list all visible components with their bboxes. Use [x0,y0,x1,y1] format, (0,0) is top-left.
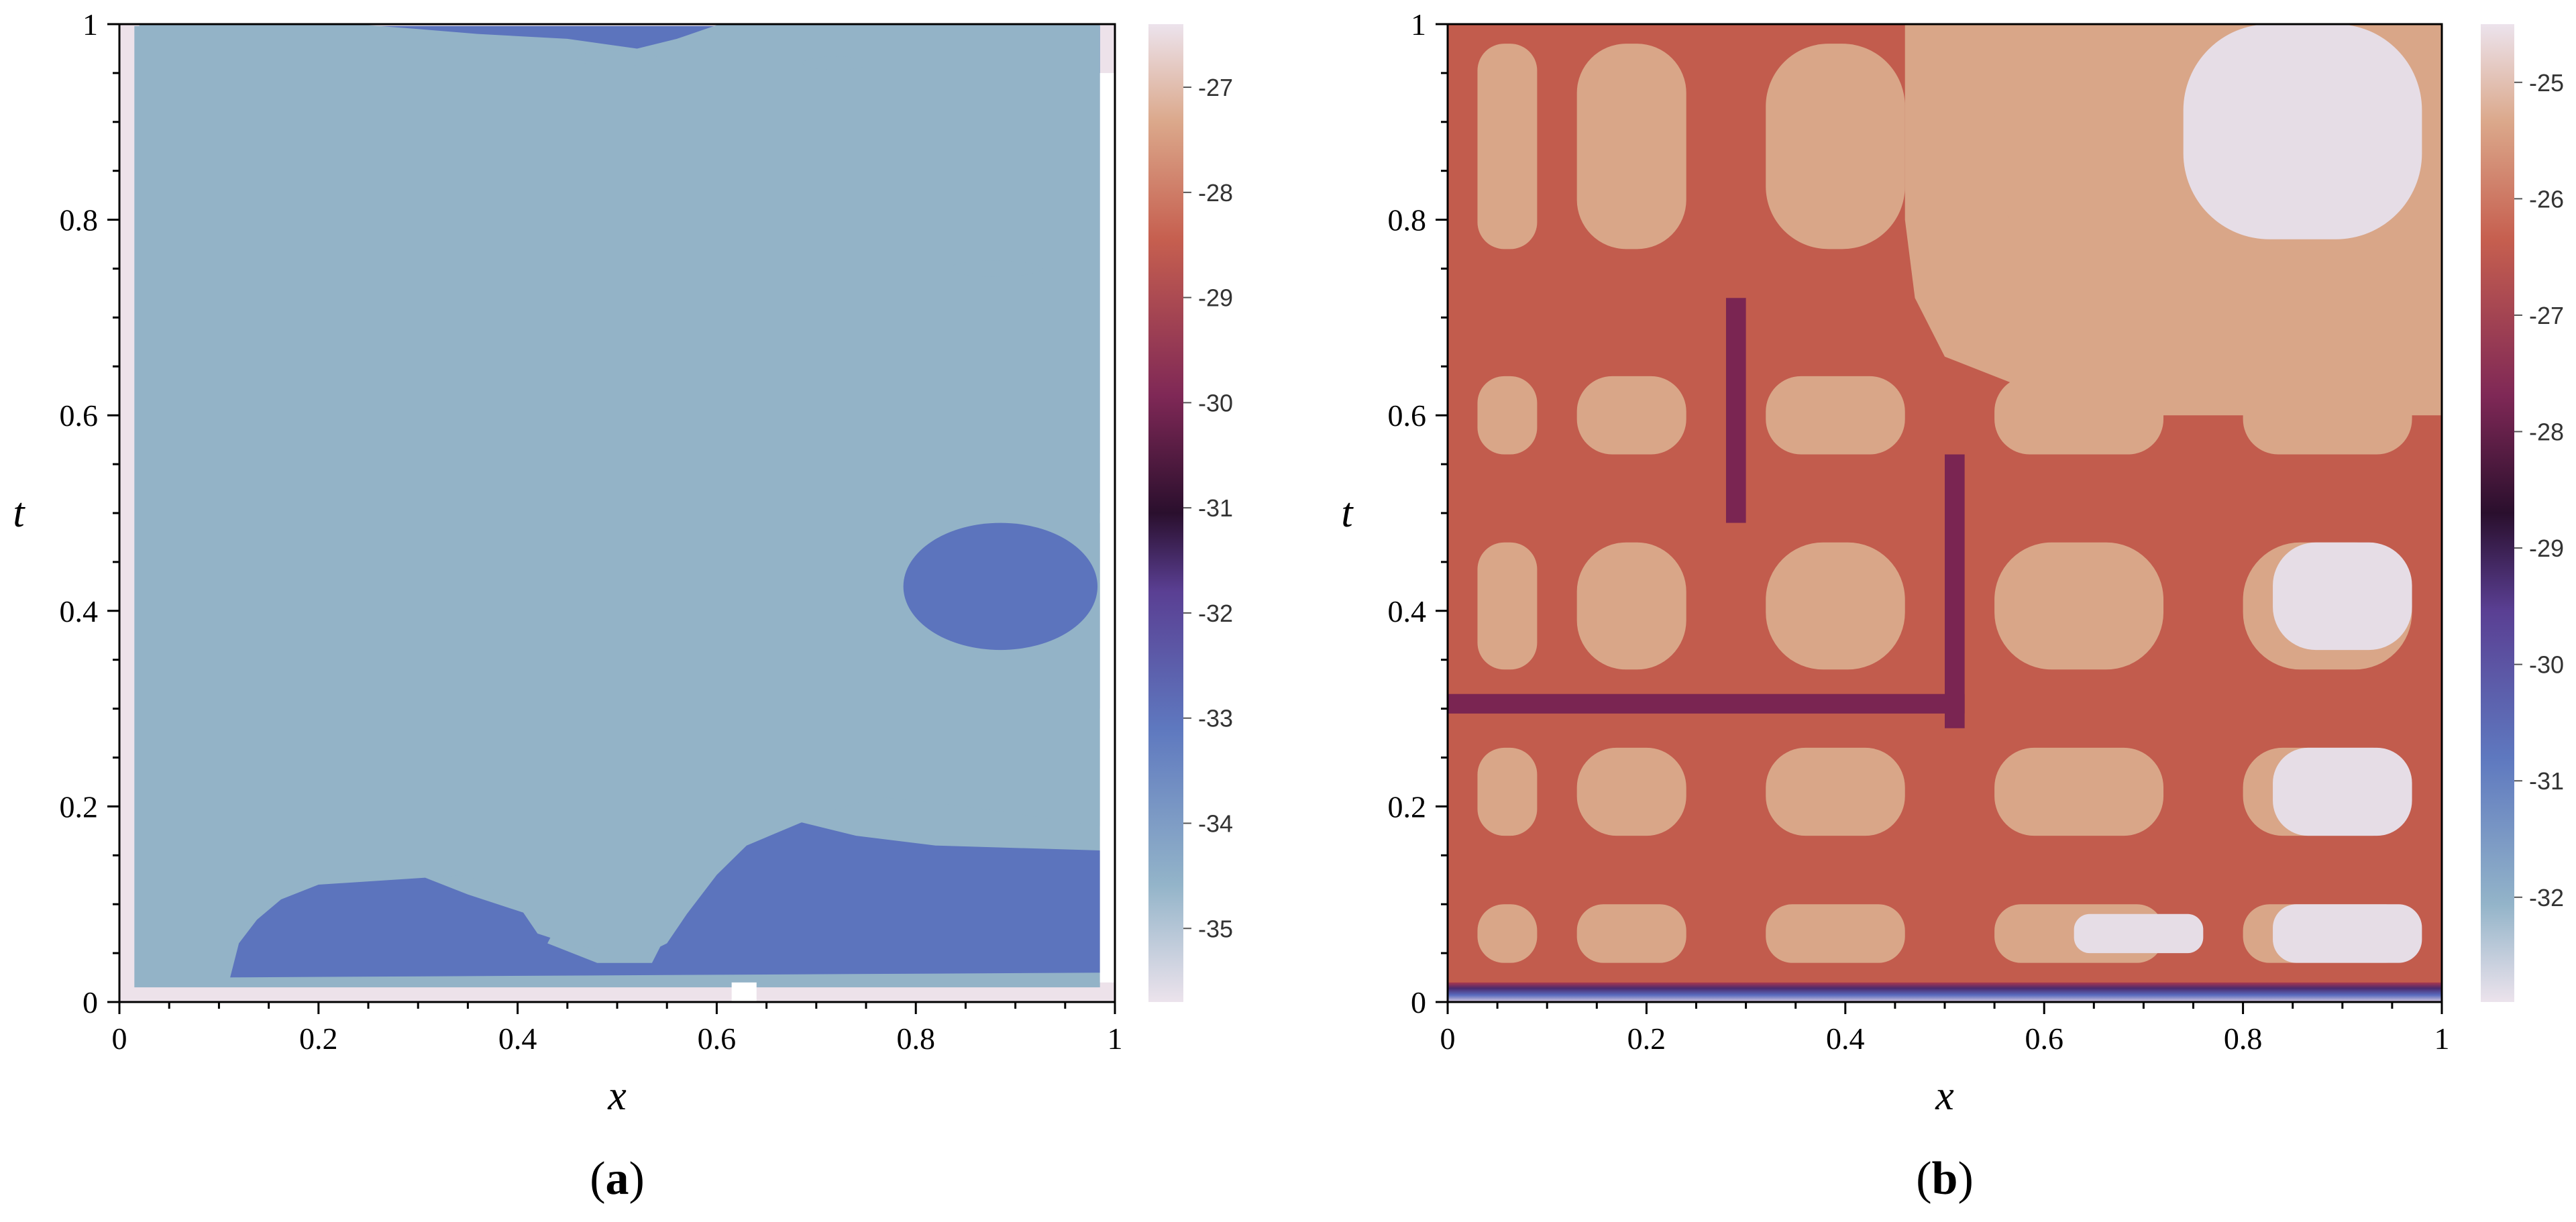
y-axis-label-b: t [1341,490,1354,536]
x-axis-label-a: x [607,1073,627,1119]
colorbar-b [2481,24,2514,1002]
contour-cell [1994,542,2164,670]
panel-letter: b [1932,1153,1958,1205]
contour-cell [1766,542,1905,670]
contour-gap [731,982,757,1002]
axis-ticks-a: 0 0.2 0.4 0.6 0.8 1 0 0.2 0.4 0.6 0.8 1 [60,7,1123,1056]
panel-caption-a: (a) [590,1153,645,1205]
contour-cell [1576,44,1686,249]
contour-plot-b [1448,24,2442,1002]
contour-cell [1766,904,1905,963]
contour-gap [1099,72,1115,983]
colorbar-tick-label: -34 [1198,810,1233,837]
contour-ridge [1448,693,1965,714]
x-tick-label: 1 [2434,1021,2450,1056]
colorbar-tick-label: -27 [1198,74,1233,101]
colorbar-tick-label: -26 [2529,185,2564,213]
colorbar-a [1148,24,1183,1002]
contour-plot-a [119,24,1115,1002]
contour-cell [1766,376,1905,455]
y-tick-label: 0.2 [1388,789,1427,824]
contour-cell [1477,542,1538,670]
panel-a: 0 0.2 0.4 0.6 0.8 100.20.40.60.81 x t -27-28-… [13,7,1233,1205]
colorbar-tick-label: -31 [2529,767,2564,795]
contour-region [948,260,1042,277]
y-tick-label: 0.4 [1388,594,1427,628]
panel-letter: a [606,1153,629,1205]
y-tick-label: 0.6 [60,398,99,433]
x-tick-label: 0.2 [299,1021,338,1056]
contour-region [577,50,657,67]
colorbar-tick-label: -29 [2529,535,2564,562]
contour-bottom-band [1448,982,2442,1002]
y-tick-label: 0.4 [60,594,99,628]
x-tick-label: 0.6 [2025,1021,2063,1056]
panel-b: 0 0.2 0.4 0.6 0.8 100.20.40.60.81 x t -25-26-… [1341,7,2564,1205]
y-tick-label: 0.8 [60,203,99,237]
y-tick-label: 0.6 [1388,398,1427,433]
colorbar-tick-label: -28 [1198,179,1233,207]
colorbar-tick-label: -25 [2529,69,2564,97]
contour-cell [1994,376,2164,455]
contour-cell [1766,747,1905,836]
contour-cell [1477,44,1538,249]
contour-cell [1576,376,1686,455]
contour-ridge [1945,454,1965,728]
contour-region [903,522,1098,651]
y-tick-label: 0.2 [60,789,99,824]
panel-caption-b: (b) [1916,1153,1974,1205]
contour-cell [1994,44,2164,249]
x-tick-label: 0.8 [2224,1021,2263,1056]
y-tick-label: 0 [83,985,98,1019]
contour-cell [2273,904,2422,963]
contour-cell [2243,376,2412,455]
colorbar-tick-label: -31 [1198,494,1233,522]
contour-cell [1477,904,1538,963]
colorbar-ticks-b: -25 -26 -27 -28 -29 -30 -31 -32 [2514,69,2564,911]
x-tick-label: 0.2 [1627,1021,1666,1056]
contour-cell [1576,542,1686,670]
x-tick-label: 0.6 [698,1021,737,1056]
contour-cell [1766,44,1905,249]
x-axis-label-b: x [1935,1073,1954,1119]
contour-cell [1477,747,1538,836]
colorbar-tick-label: -32 [2529,884,2564,911]
y-tick-label: 0.8 [1388,203,1427,237]
contour-cell [2273,747,2412,836]
colorbar-tick-label: -32 [1198,600,1233,627]
x-tick-label: 0.4 [498,1021,537,1056]
colorbar-tick-label: -30 [2529,651,2564,679]
colorbar-tick-label: -35 [1198,915,1233,942]
axis-ticks-b: 0 0.2 0.4 0.6 0.8 1 0 0.2 0.4 0.6 0.8 1 [1388,7,2450,1056]
colorbar-tick-label: -28 [2529,419,2564,446]
x-tick-label: 0 [1440,1021,1456,1056]
contour-cell [2183,24,2422,239]
x-tick-label: 1 [1108,1021,1123,1056]
x-tick-label: 0.4 [1826,1021,1865,1056]
y-axis-label-a: t [13,490,25,536]
contour-ridge [1725,298,1746,523]
colorbar-tick-label: -29 [1198,284,1233,312]
contour-cell [1477,376,1538,455]
colorbar-tick-label: -33 [1198,705,1233,732]
contour-region [802,56,870,70]
contour-cell [2273,542,2412,651]
x-tick-label: 0 [112,1021,127,1056]
contour-cell [1576,904,1686,963]
y-tick-label: 1 [1411,7,1426,42]
contour-region [139,25,1100,983]
colorbar-tick-label: -30 [1198,389,1233,416]
x-tick-label: 0.8 [896,1021,935,1056]
colorbar-ticks-a: -27 -28 -29 -30 -31 -32 -33 -34 -35 [1183,74,1233,942]
colorbar-tick-label: -27 [2529,302,2564,329]
y-tick-label: 0 [1411,985,1426,1019]
y-tick-label: 1 [83,7,98,42]
contour-cell [1576,747,1686,836]
contour-cell [2074,913,2204,954]
contour-cell [1994,747,2164,836]
